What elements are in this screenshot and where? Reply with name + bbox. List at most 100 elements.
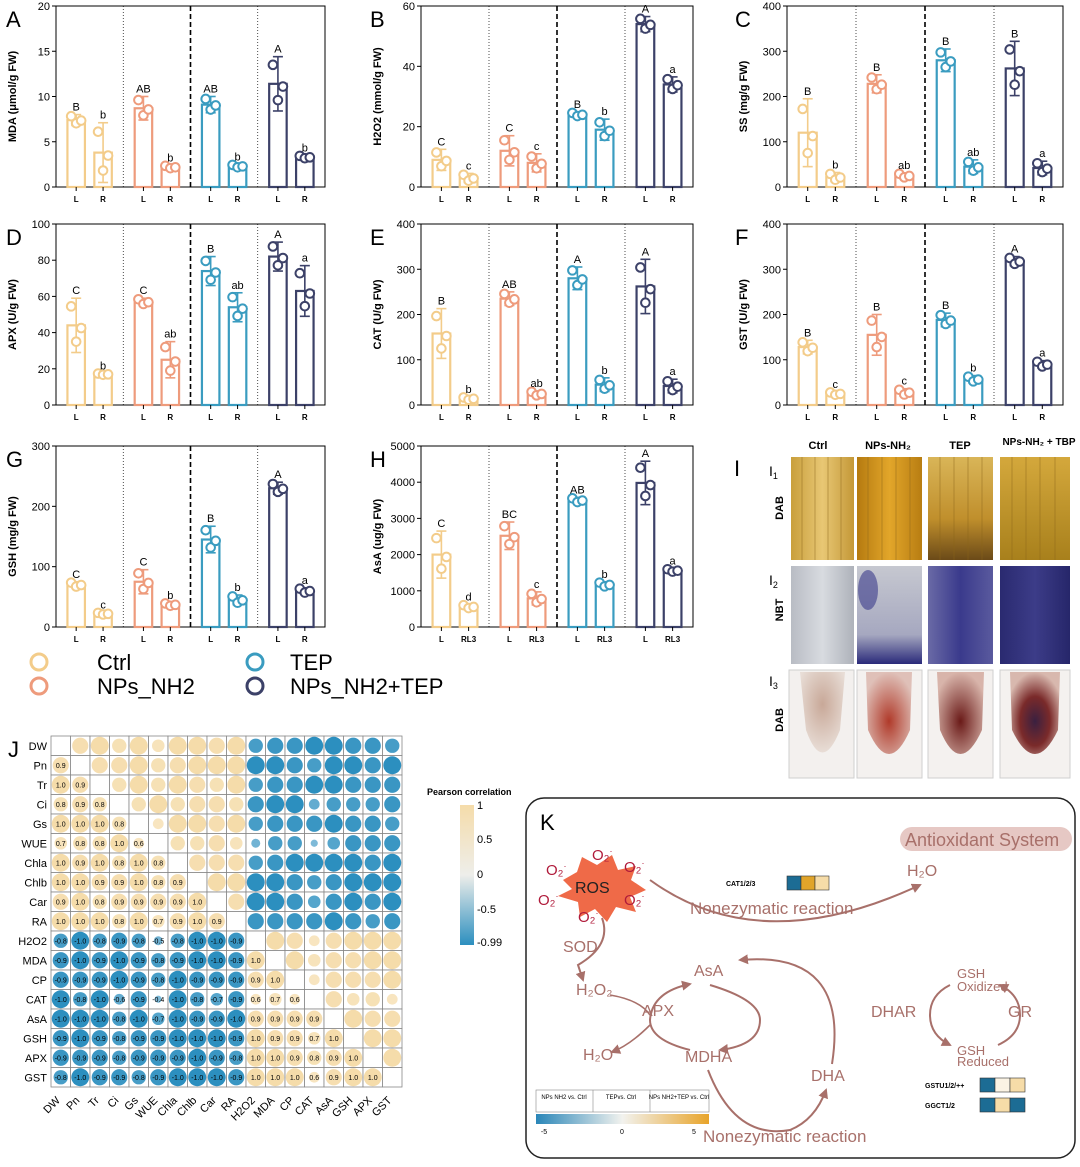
corr-circle	[287, 836, 302, 851]
corr-value: -0.9	[94, 1075, 106, 1082]
corr-circle	[250, 993, 262, 1005]
corr-circle	[307, 875, 322, 890]
corr-circle	[90, 990, 109, 1009]
gene-label-ggct: GGCT1/2	[925, 1103, 955, 1110]
corr-circle	[72, 971, 89, 988]
corr-circle	[71, 931, 90, 950]
y-tick-label: 40	[403, 61, 415, 73]
significance-letter: B	[873, 302, 880, 314]
y-tick-label: 100	[32, 562, 50, 574]
corr-value: 0.9	[270, 1036, 280, 1043]
corr-circle	[129, 775, 148, 794]
corr-circle	[90, 814, 109, 833]
legend-marker-tep	[245, 652, 265, 672]
corr-circle	[51, 990, 70, 1009]
bar	[662, 83, 683, 189]
y-tick-label: 40	[38, 328, 50, 340]
data-point	[227, 291, 238, 303]
corr-value: -0.9	[94, 977, 106, 984]
corr-circle	[344, 1009, 363, 1028]
corr-col-label: Tr	[86, 1094, 102, 1110]
corr-value: 1.0	[75, 821, 85, 828]
data-point	[866, 315, 878, 326]
corr-circle	[285, 795, 304, 814]
nonenzymatic-label-top: Nonezymatic reaction	[690, 899, 853, 918]
x-tick-label: L	[643, 635, 648, 644]
corr-col-label: MDA	[252, 1094, 278, 1120]
data-point	[567, 265, 578, 276]
x-tick-label: L	[575, 635, 580, 644]
corr-value: 0.7	[270, 997, 280, 1004]
corr-row-label: Chla	[24, 858, 48, 870]
asa-cycle-arc-left	[648, 980, 692, 1051]
corr-circle	[110, 970, 129, 989]
corr-value: -0.9	[55, 977, 67, 984]
y-tick-label: 1000	[391, 586, 415, 598]
significance-letter: c	[466, 160, 472, 172]
corr-circle	[133, 837, 145, 849]
corr-circle	[130, 971, 147, 988]
corr-circle	[228, 1069, 245, 1086]
corr-circle	[286, 1049, 303, 1066]
corr-value: -0.9	[133, 958, 145, 965]
x-tick-label: RL3	[665, 635, 681, 644]
corr-value: 1.0	[56, 919, 66, 926]
corr-circle	[286, 932, 303, 949]
corr-row-label: CP	[32, 975, 47, 987]
significance-letter: BC	[502, 509, 517, 521]
data-point	[431, 310, 442, 322]
data-point	[604, 380, 615, 391]
corr-circle	[267, 737, 284, 754]
y-tick-label: 0	[775, 182, 781, 194]
x-tick-label: R	[534, 413, 540, 422]
legend-label-ctrl: Ctrl	[97, 650, 131, 675]
chart-C: C 0 100 200 300 400 SS (mg/g FW) B Lb R B Lab R B Lab R…	[735, 1, 1064, 204]
x-tick-label: L	[439, 635, 444, 644]
corr-row-label: GSH	[23, 1033, 47, 1045]
corr-circle	[151, 777, 166, 792]
corr-value: 1.0	[270, 977, 280, 984]
corr-circle	[131, 1070, 146, 1085]
corr-value: -0.8	[133, 938, 145, 945]
data-point	[594, 374, 605, 386]
corr-value: -0.8	[94, 938, 106, 945]
corr-circle	[247, 1010, 264, 1027]
corr-circle	[71, 873, 90, 892]
y-tick-label: 0	[44, 182, 50, 194]
data-point	[75, 322, 87, 334]
x-tick-label: R	[1039, 195, 1045, 204]
corr-value: 1.0	[75, 919, 85, 926]
mdha-label: MDHA	[685, 1049, 732, 1066]
corr-circle	[207, 951, 226, 970]
corr-value: -0.8	[172, 938, 184, 945]
corr-value: 0.6	[134, 841, 144, 848]
corr-circle	[229, 1050, 244, 1065]
significance-letter: b	[970, 363, 976, 375]
x-tick-label: R	[901, 195, 907, 204]
corr-value: -0.8	[113, 1055, 125, 1062]
corr-value: -0.6	[113, 997, 125, 1004]
gsh-reduced-label: GSH	[957, 1043, 985, 1058]
data-point	[436, 563, 447, 575]
significance-letter: ab	[231, 280, 243, 292]
corr-circle	[267, 1010, 284, 1027]
corr-circle	[246, 1029, 265, 1048]
corr-circle	[111, 893, 128, 910]
data-point	[468, 173, 479, 184]
data-point	[133, 94, 144, 106]
corr-circle	[326, 797, 341, 812]
corr-circle	[267, 1030, 284, 1047]
corr-value: 0.8	[114, 821, 124, 828]
corr-circle	[90, 1009, 109, 1028]
corr-circle	[228, 952, 245, 969]
antioxidant-system-badge	[900, 827, 1072, 851]
panel-label-c: C	[735, 7, 751, 32]
corr-value: 1.0	[251, 1075, 261, 1082]
data-point	[97, 165, 109, 176]
corr-value: 0.9	[270, 1016, 280, 1023]
corr-cell	[382, 1067, 403, 1088]
image-dab-root-ctrl	[800, 672, 845, 753]
corr-value: -1.0	[191, 1075, 203, 1082]
corr-value: 0.9	[329, 1055, 339, 1062]
corr-value: 1.0	[56, 782, 66, 789]
